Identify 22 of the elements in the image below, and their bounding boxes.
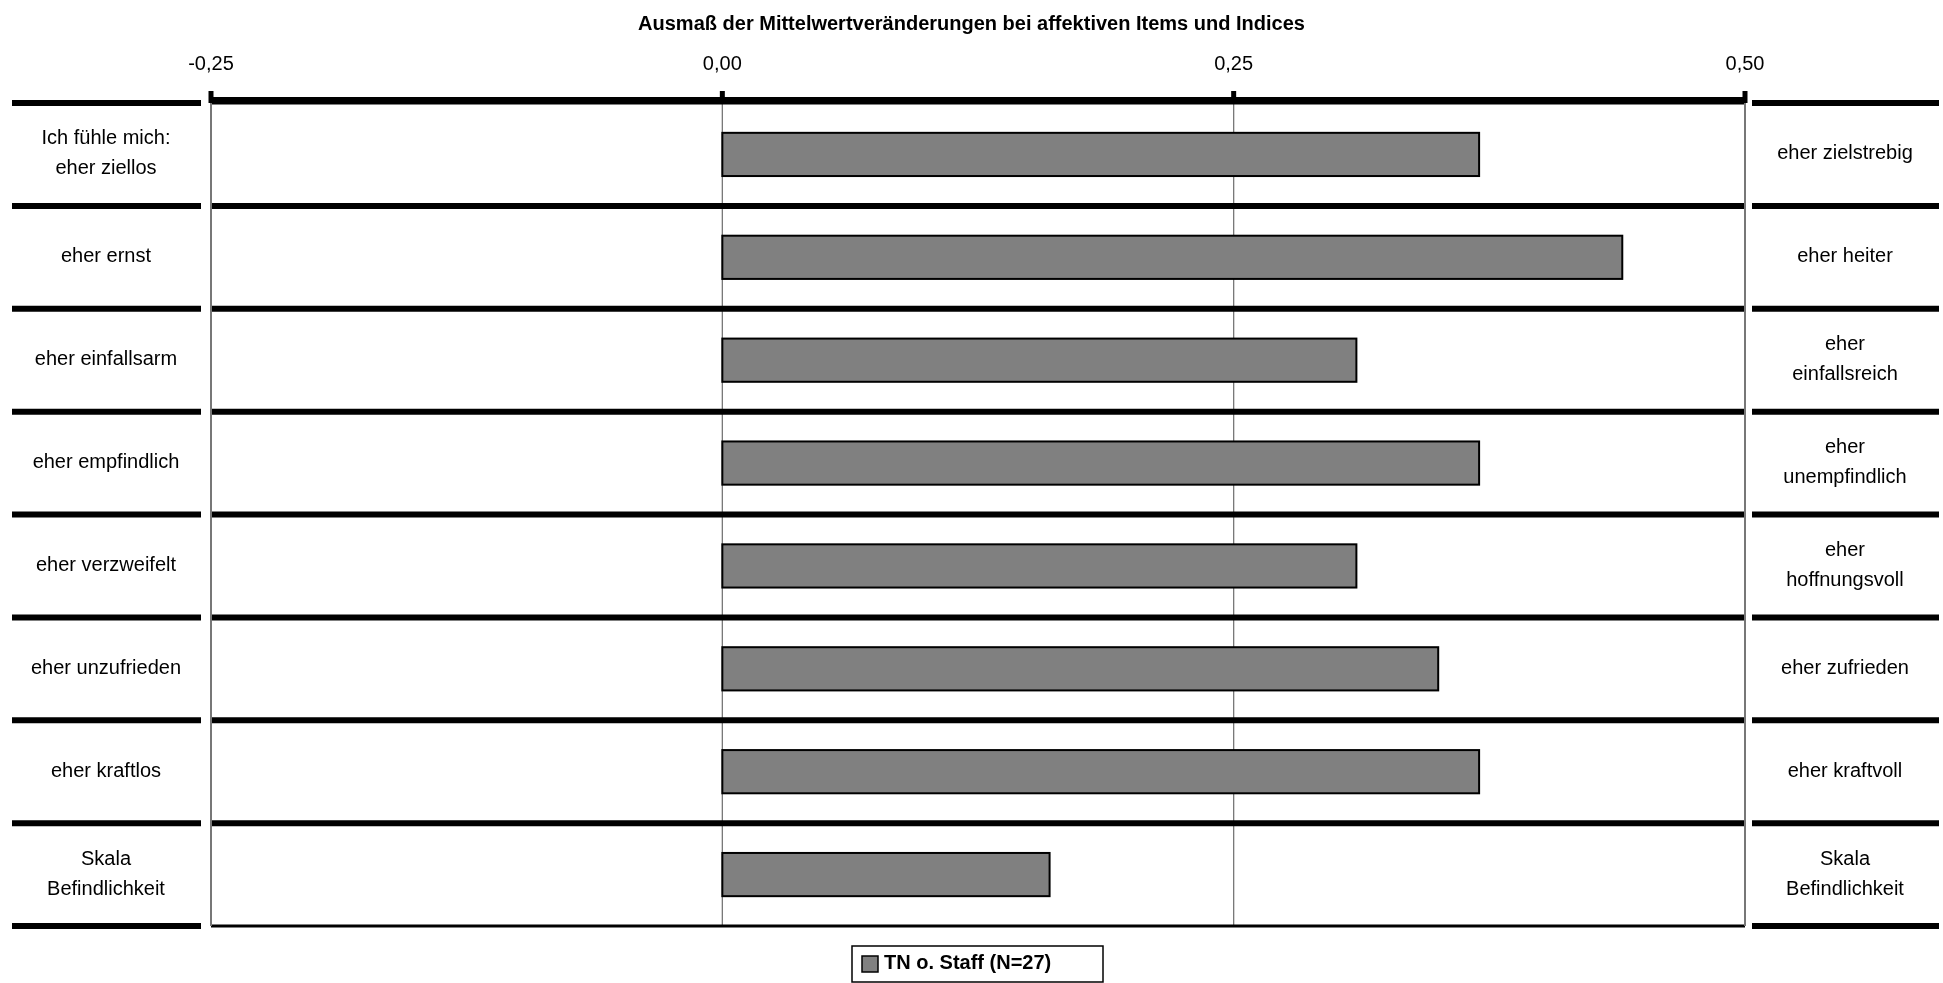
legend-label: TN o. Staff (N=27) [884,951,1052,974]
x-tick-label: 0,25 [1214,52,1254,74]
x-tick-label: 0,50 [1725,52,1765,74]
y2-tick-label: eher hoffnungsvoll [1786,538,1904,591]
y2-tick-label: eher einfallsreich [1792,332,1898,385]
y2-tick-label: Skala Befindlichkeit [1786,846,1905,899]
y-tick-label: eher empfindlich [32,450,180,473]
y-tick-label: eher unzufrieden [30,656,182,679]
y-tick-label: eher verzweifelt [35,553,177,576]
chart-title: Ausmaß der Mittelwertveränderungen bei affektiven Items und Indices [638,12,1305,34]
y-tick-label: eher einfallsarm [34,347,178,370]
y-tick-label: eher ernst [60,244,152,267]
x-tick-label: 0,00 [702,52,742,74]
y2-tick-label: eher zufrieden [1781,656,1909,679]
y2-tick-label: eher unempfindlich [1783,435,1907,488]
y2-tick-label: eher heiter [1797,244,1894,267]
y-tick-label: Skala Befindlichkeit [47,846,166,899]
x-tick-label: -0,25 [188,52,234,74]
y2-tick-label: eher zielstrebig [1777,141,1913,164]
y-tick-label: eher kraftlos [50,758,162,781]
y-tick-label: Ich fühle mich: eher ziellos [41,126,171,179]
y2-tick-label: eher kraftvoll [1787,758,1903,781]
